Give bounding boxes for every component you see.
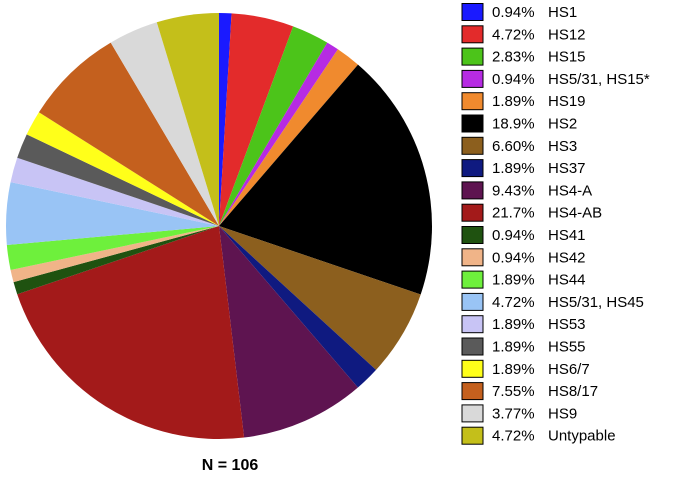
legend-percent: 0.94% bbox=[492, 249, 535, 266]
legend-label: HS1 bbox=[548, 4, 577, 21]
legend-percent: 0.94% bbox=[492, 71, 535, 88]
legend-label: HS8/17 bbox=[548, 383, 598, 400]
pie-slice bbox=[38, 42, 220, 226]
legend-label: HS19 bbox=[548, 93, 586, 110]
legend-label: HS15 bbox=[548, 49, 586, 66]
pie-slice bbox=[219, 42, 338, 226]
legend-label: HS12 bbox=[548, 26, 586, 43]
pie-slice bbox=[219, 13, 294, 227]
legend-swatch bbox=[461, 404, 484, 423]
legend-percent: 0.94% bbox=[492, 227, 535, 244]
pie-slice bbox=[17, 134, 220, 226]
legend-percent: 4.72% bbox=[492, 294, 535, 311]
legend-percent: 3.77% bbox=[492, 405, 535, 422]
pie-slice bbox=[6, 226, 220, 270]
legend-label: HS55 bbox=[548, 338, 586, 355]
legend-swatch bbox=[461, 359, 484, 378]
legend-percent: 9.43% bbox=[492, 182, 535, 199]
legend-label: HS9 bbox=[548, 405, 577, 422]
legend-swatch bbox=[461, 248, 484, 267]
legend: 0.94% HS1 4.72% HS12 2.83% HS15 0.94% HS5/31, H… bbox=[461, 3, 650, 445]
legend-percent: 1.89% bbox=[492, 338, 535, 355]
legend-label: HS5/31, HS45 bbox=[548, 294, 644, 311]
pie-slice bbox=[10, 226, 220, 283]
legend-label: HS4-AB bbox=[548, 205, 602, 222]
legend-swatch bbox=[461, 25, 484, 44]
legend-swatch bbox=[461, 92, 484, 111]
legend-label: HS53 bbox=[548, 316, 586, 333]
pie-slice bbox=[156, 13, 219, 226]
pie-slice bbox=[10, 157, 219, 226]
pie-slice bbox=[219, 226, 358, 438]
pie-slice bbox=[219, 64, 432, 295]
legend-percent: 1.89% bbox=[492, 160, 535, 177]
legend-percent: 0.94% bbox=[492, 4, 535, 21]
legend-swatch bbox=[461, 292, 484, 311]
legend-label: HS42 bbox=[548, 249, 586, 266]
legend-swatch bbox=[461, 315, 484, 334]
legend-percent: 21.7% bbox=[492, 205, 535, 222]
legend-swatch bbox=[461, 203, 484, 222]
pie-slice bbox=[110, 22, 219, 226]
legend-label: HS2 bbox=[548, 115, 577, 132]
pie-slice bbox=[26, 112, 219, 226]
legend-percent: 4.72% bbox=[492, 26, 535, 43]
legend-percent: 1.89% bbox=[492, 272, 535, 289]
legend-swatch bbox=[461, 226, 484, 244]
legend-percent: 1.89% bbox=[492, 316, 535, 333]
legend-percent: 2.83% bbox=[492, 49, 535, 66]
legend-swatch bbox=[461, 181, 484, 200]
legend-label: HS44 bbox=[548, 272, 586, 289]
pie bbox=[6, 13, 432, 439]
legend-percent: 18.9% bbox=[492, 115, 535, 132]
legend-percent: 1.89% bbox=[492, 93, 535, 110]
pie-slice bbox=[6, 182, 220, 245]
pie-slice bbox=[219, 49, 358, 227]
legend-swatch bbox=[461, 69, 484, 88]
legend-swatch bbox=[461, 136, 484, 155]
legend-label: Untypable bbox=[548, 428, 616, 445]
legend-label: HS6/7 bbox=[548, 361, 590, 378]
legend-label: HS41 bbox=[548, 227, 586, 244]
legend-swatch bbox=[461, 426, 484, 445]
legend-percent: 7.55% bbox=[492, 383, 535, 400]
legend-swatch bbox=[461, 3, 484, 21]
pie-slice bbox=[13, 226, 219, 295]
legend-percent: 6.60% bbox=[492, 138, 535, 155]
pie-slice bbox=[219, 226, 421, 370]
legend-percent: 4.72% bbox=[492, 428, 535, 445]
pie-slice bbox=[219, 13, 232, 226]
pie-slice bbox=[219, 26, 328, 227]
legend-label: HS5/31, HS15* bbox=[548, 71, 650, 88]
legend-label: HS3 bbox=[548, 138, 577, 155]
legend-swatch bbox=[461, 114, 484, 133]
legend-swatch bbox=[461, 159, 484, 178]
pie-slice bbox=[219, 226, 377, 388]
legend-label: HS37 bbox=[548, 160, 586, 177]
legend-swatch bbox=[461, 337, 484, 356]
legend-swatch bbox=[461, 47, 484, 66]
legend-swatch bbox=[461, 270, 484, 289]
legend-swatch bbox=[461, 382, 484, 401]
pie-slice bbox=[17, 226, 245, 439]
legend-percent: 1.89% bbox=[492, 361, 535, 378]
sample-size-note: N = 106 bbox=[202, 457, 259, 474]
legend-label: HS4-A bbox=[548, 182, 592, 199]
